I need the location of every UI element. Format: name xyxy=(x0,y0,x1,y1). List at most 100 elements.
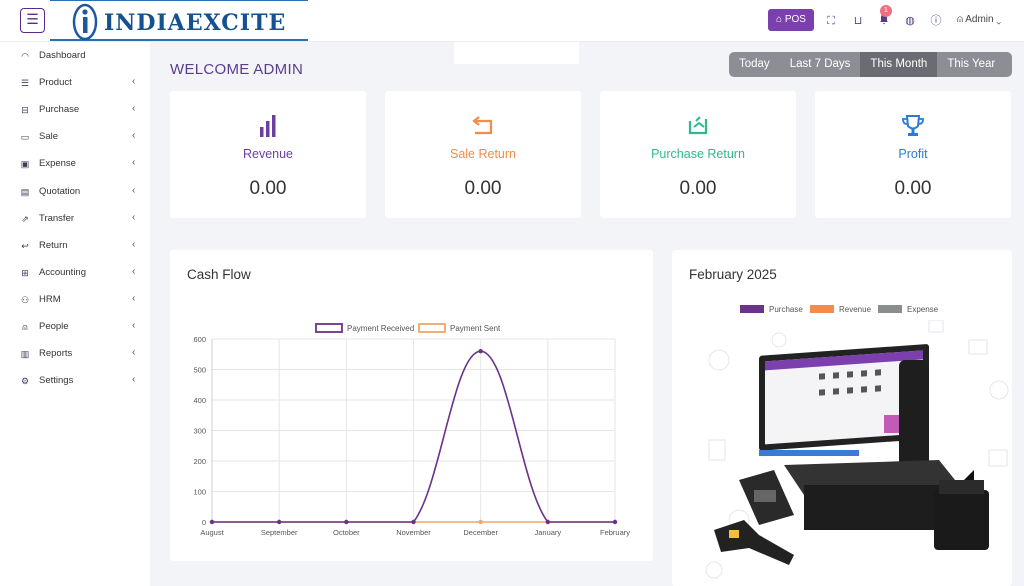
sidebar-item-reports[interactable]: ▥ Reports ‹ xyxy=(0,344,150,364)
stat-card-sale-return[interactable]: Sale Return 0.00 xyxy=(385,91,581,218)
data-point xyxy=(276,519,282,525)
hamburger-icon[interactable]: ☰ xyxy=(20,8,45,33)
trophy-icon xyxy=(902,115,924,136)
cash-flow-chart: 0 100 200 300 400 500 600 August September Octobe… xyxy=(193,323,630,537)
wallet-icon: ▣ xyxy=(20,159,30,170)
x-tick-label: January xyxy=(534,528,561,537)
series-line-payment-received xyxy=(212,350,615,523)
user-icon: ⍝ xyxy=(22,322,28,332)
sidebar-item-accounting[interactable]: ⊞ Accounting ‹ xyxy=(0,263,150,283)
logo-text: INDIAEXCITE xyxy=(104,10,287,36)
legend-swatch xyxy=(878,305,902,313)
sidebar-item-label: Product xyxy=(39,77,72,89)
y-tick-label: 300 xyxy=(193,427,206,436)
blank-panel xyxy=(454,42,579,64)
sidebar-item-people[interactable]: ⍝ People ‹ xyxy=(0,317,150,337)
sidebar-item-purchase[interactable]: ⊟ Purchase ‹ xyxy=(0,100,150,120)
x-tick-label: November xyxy=(396,528,431,537)
pos-button[interactable]: ⌂ POS xyxy=(768,9,814,31)
stat-card-profit[interactable]: Profit 0.00 xyxy=(815,91,1011,218)
range-today[interactable]: Today xyxy=(739,58,770,70)
cash-flow-title: Cash Flow xyxy=(187,267,251,282)
report-icon: ▥ xyxy=(20,349,30,360)
sidebar-item-label: Settings xyxy=(39,375,74,387)
sidebar-item-label: Dashboard xyxy=(39,50,86,61)
sidebar-item-return[interactable]: ↩ Return ‹ xyxy=(0,236,150,256)
date-range-selector: Today Last 7 Days This Month This Year xyxy=(729,52,1012,77)
y-tick-label: 600 xyxy=(193,335,206,344)
x-tick-label: September xyxy=(261,528,298,537)
stat-card-purchase-return[interactable]: Purchase Return 0.00 xyxy=(600,91,796,218)
return-icon: ↩ xyxy=(21,240,29,251)
chevron-left-icon: ‹ xyxy=(132,238,136,250)
refresh-box-icon xyxy=(688,116,708,135)
team-icon: ⚇ xyxy=(20,294,30,305)
range-this-year[interactable]: This Year xyxy=(947,58,996,70)
sidebar-item-hrm[interactable]: ⚇ HRM ‹ xyxy=(0,290,150,310)
sidebar-item-dashboard[interactable]: ◠ Dashboard xyxy=(0,46,150,66)
sidebar-item-sale[interactable]: ▭ Sale ‹ xyxy=(0,127,150,147)
page-title: WELCOME ADMIN xyxy=(170,61,304,78)
sidebar-item-label: Expense xyxy=(39,158,76,170)
sidebar-item-transfer[interactable]: ⇗ Transfer ‹ xyxy=(0,209,150,229)
month-panel-title: February 2025 xyxy=(689,267,777,282)
x-tick-label: October xyxy=(333,528,360,537)
legend-label: Revenue xyxy=(839,305,872,314)
stat-value: 0.00 xyxy=(249,178,287,199)
cart-icon: ⊟ xyxy=(21,105,29,116)
y-tick-label: 200 xyxy=(193,457,206,466)
legend-label: Payment Received xyxy=(347,324,414,333)
info-icon[interactable]: ⓘ xyxy=(930,15,942,27)
sidebar-item-label: Accounting xyxy=(39,266,87,278)
range-this-month[interactable]: This Month xyxy=(860,52,938,77)
stat-value: 0.00 xyxy=(464,178,502,199)
month-legend: Purchase Revenue Expense xyxy=(740,305,939,314)
chevron-left-icon: ‹ xyxy=(132,320,136,331)
data-point xyxy=(478,519,483,525)
legend-label: Expense xyxy=(907,305,939,314)
legend-label: Purchase xyxy=(769,305,803,314)
sidebar-item-label: Transfer xyxy=(39,212,75,224)
sidebar-item-label: Sale xyxy=(39,131,59,143)
stat-label: Revenue xyxy=(242,147,294,161)
logo[interactable]: INDIAEXCITE xyxy=(50,0,308,41)
sidebar-item-product[interactable]: ☰ Product ‹ xyxy=(0,73,150,93)
list-icon: ☰ xyxy=(20,78,30,89)
legend-swatch xyxy=(810,305,834,313)
y-tick-label: 500 xyxy=(193,366,206,375)
chevron-left-icon: ‹ xyxy=(132,76,136,88)
stat-label: Profit xyxy=(898,147,928,161)
stat-card-revenue[interactable]: Revenue 0.00 xyxy=(170,91,366,218)
stat-value: 0.00 xyxy=(894,178,932,199)
cash-flow-panel: Cash Flow 0 100 200 300 400 500 600 August Septe… xyxy=(170,250,653,561)
sidebar-item-expense[interactable]: ▣ Expense ‹ xyxy=(0,154,150,174)
chevron-left-icon: ‹ xyxy=(132,130,136,142)
globe-icon[interactable]: ◍ xyxy=(905,15,915,27)
briefcase-icon: ⊞ xyxy=(21,267,29,278)
chevron-left-icon: ‹ xyxy=(132,184,136,196)
stat-label: Purchase Return xyxy=(651,147,745,161)
sidebar-item-settings[interactable]: ⚙ Settings ‹ xyxy=(0,371,150,391)
sidebar-item-label: HRM xyxy=(39,293,61,305)
notification-badge: 1 xyxy=(880,5,892,17)
chevron-left-icon: ‹ xyxy=(132,374,136,386)
top-bar: ☰ INDIAEXCITE ⌂ POS ⛶ ⊔ 1 ◍ ⓘ ⍝ Admin ⌄ xyxy=(0,0,1024,42)
document-icon: ▤ xyxy=(20,186,30,197)
chevron-down-icon: ⌄ xyxy=(996,14,1002,25)
sidebar-item-label: Quotation xyxy=(39,185,81,197)
basket-icon[interactable]: ⊔ xyxy=(853,15,863,27)
dashboard-icon: ◠ xyxy=(21,51,29,61)
data-point xyxy=(478,349,483,354)
legend-swatch xyxy=(315,323,343,333)
chevron-left-icon: ‹ xyxy=(132,211,136,223)
fullscreen-icon[interactable]: ⛶ xyxy=(827,15,835,27)
sidebar-item-label: Return xyxy=(39,239,68,251)
sidebar-item-quotation[interactable]: ▤ Quotation ‹ xyxy=(0,182,150,202)
range-last-7-days[interactable]: Last 7 Days xyxy=(789,58,851,70)
legend-swatch xyxy=(418,323,446,333)
data-point xyxy=(545,519,551,525)
user-menu[interactable]: ⍝ Admin ⌄ xyxy=(957,14,1001,25)
pos-terminal-illustration xyxy=(705,320,1009,579)
sidebar: ◠ Dashboard ☰ Product ‹ ⊟ Purchase ‹ ▭ Sale ‹ ▣ Expe… xyxy=(0,42,150,586)
chevron-left-icon: ‹ xyxy=(132,347,136,359)
